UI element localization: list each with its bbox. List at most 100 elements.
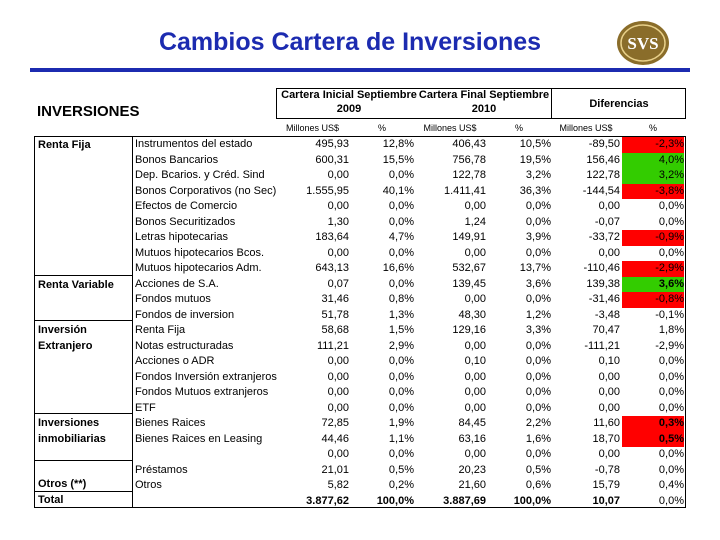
pct-2009: 40,1%: [382, 184, 414, 197]
table-row: Acciones de S.A. 0,07 0,0% 139,45 3,6% 139,38…: [0, 276, 720, 292]
pct-2009: 1,1%: [388, 432, 414, 445]
diff-value: -0,07: [594, 215, 620, 228]
pct-2009: 1,5%: [388, 324, 414, 336]
subheader-mm2: Millones US$: [423, 123, 477, 133]
diff-value: 15,79: [592, 479, 620, 491]
value-2010: 532,67: [452, 262, 486, 274]
value-2010: 0,00: [464, 339, 486, 352]
pct-2009: 0,0%: [388, 386, 414, 398]
diff-value: -31,46: [588, 293, 620, 305]
table-row: 0,00 0,0% 0,00 0,0% 0,00 0,0%: [0, 447, 720, 463]
value-2010: 0,00: [464, 246, 486, 259]
value-2009: 44,46: [321, 432, 349, 445]
table-row: 3.877,62 100,0% 3.887,69 100,0% 10,07 0,0%: [0, 494, 720, 510]
row-description: Bonos Securitizados: [135, 215, 236, 228]
diff-pct: 3,6%: [622, 276, 684, 292]
subheader-pct3: %: [648, 123, 657, 133]
table-row: Fondos de inversion 51,78 1,3% 48,30 1,2% -3,…: [0, 308, 720, 324]
pct-2009: 0,0%: [388, 215, 414, 228]
header-col3-label: Diferencias: [589, 98, 649, 110]
category-total: Total: [38, 494, 64, 506]
pct-2010: 0,0%: [525, 200, 551, 212]
separator-inmobiliarias: [34, 460, 133, 461]
pct-2010: 0,0%: [525, 355, 551, 367]
category-inversion-extranjero: Inversión Extranjero: [38, 324, 93, 352]
pct-2010: 0,0%: [525, 386, 551, 398]
pct-2009: 0,0%: [388, 448, 414, 460]
row-description: Bienes Raices en Leasing: [135, 432, 263, 445]
diff-pct: 0,0%: [658, 370, 684, 383]
diff-value: -0,78: [594, 463, 620, 476]
subheader-pct1: %: [377, 123, 386, 133]
pct-2009: 2,9%: [388, 339, 414, 352]
diff-pct: 0,0%: [658, 246, 684, 259]
pct-2009: 0,0%: [388, 355, 414, 367]
value-2009: 0,00: [327, 246, 349, 259]
value-2010: 149,91: [452, 231, 486, 243]
table-row: Notas estructuradas 111,21 2,9% 0,00 0,0% -11…: [0, 339, 720, 355]
table-row: Efectos de Comercio 0,00 0,0% 0,00 0,0% 0,00 0…: [0, 199, 720, 215]
value-2010: 139,45: [452, 277, 486, 290]
table-row: Acciones o ADR 0,00 0,0% 0,10 0,0% 0,10 0,0%: [0, 354, 720, 370]
diff-value: -33,72: [588, 231, 620, 243]
category-renta-fija: Renta Fija: [38, 139, 91, 151]
value-2009: 111,21: [316, 339, 349, 352]
diff-value: 70,47: [592, 324, 620, 336]
diff-pct: 4,0%: [622, 152, 684, 168]
value-2010: 0,00: [464, 448, 486, 460]
diff-pct: 0,0%: [658, 355, 684, 367]
row-description: Efectos de Comercio: [135, 200, 238, 212]
value-2010: 0,00: [464, 200, 486, 212]
diff-value: 10,07: [592, 494, 620, 507]
row-description: Bonos Corporativos (no Sec): [135, 184, 277, 197]
row-description: Acciones o ADR: [135, 355, 215, 367]
value-2010: 0,00: [464, 293, 486, 305]
table-row: Letras hipotecarias 183,64 4,7% 149,91 3,9% -…: [0, 230, 720, 246]
table-row: Renta Fija 58,68 1,5% 129,16 3,3% 70,47 1,8%: [0, 323, 720, 339]
diff-pct: 0,0%: [658, 494, 684, 507]
value-2010: 122,78: [452, 169, 486, 181]
table-row: Otros 5,82 0,2% 21,60 0,6% 15,79 0,4%: [0, 478, 720, 494]
diff-value: 156,46: [586, 153, 620, 166]
pct-2009: 0,0%: [388, 401, 414, 414]
value-2010: 1,24: [464, 215, 486, 228]
value-2010: 1.411,41: [443, 184, 486, 197]
value-2009: 643,13: [315, 262, 349, 274]
diff-value: -111,21: [584, 339, 620, 352]
pct-2009: 15,5%: [382, 153, 414, 166]
table-row: Bienes Raices en Leasing 44,46 1,1% 63,16 1,…: [0, 431, 720, 447]
diff-value: 18,70: [592, 432, 620, 445]
pct-2009: 0,0%: [388, 200, 414, 212]
diff-pct: 0,0%: [658, 448, 684, 460]
title-underline: [30, 68, 690, 72]
value-2010: 0,00: [464, 401, 486, 414]
pct-2010: 0,6%: [525, 479, 551, 491]
diff-pct: -0,1%: [655, 308, 684, 321]
row-description: Mutuos hipotecarios Bcos.: [135, 246, 265, 259]
pct-2010: 0,0%: [525, 370, 551, 383]
row-description: Instrumentos del estado: [135, 138, 253, 150]
subheader-mm1: Millones US$: [285, 123, 340, 133]
pct-2010: 0,0%: [525, 401, 551, 414]
diff-value: 0,00: [598, 246, 620, 259]
value-2010: 0,00: [464, 386, 486, 398]
table-row: Instrumentos del estado 495,93 12,8% 406,43…: [0, 137, 720, 153]
value-2009: 600,31: [315, 153, 349, 166]
diff-value: -144,54: [582, 184, 620, 197]
pct-2009: 0,8%: [388, 293, 414, 305]
pct-2010: 3,9%: [525, 231, 551, 243]
pct-2009: 0,0%: [388, 169, 414, 181]
diff-pct: 0,5%: [622, 431, 684, 447]
header-col2-label: Cartera Final Septiembre: [418, 89, 550, 101]
logo-text: SVS: [627, 34, 658, 53]
diff-pct: 0,3%: [622, 416, 684, 432]
row-description: Fondos Mutuos extranjeros: [135, 386, 269, 398]
value-2010: 406,43: [452, 138, 486, 150]
pct-2010: 36,3%: [519, 184, 551, 197]
pct-2010: 3,3%: [525, 324, 551, 336]
diff-pct: -2,3%: [622, 137, 684, 153]
diff-pct: 1,8%: [658, 324, 684, 336]
value-2009: 0,00: [327, 200, 349, 212]
value-2010: 3.887,69: [443, 494, 486, 507]
row-description: Fondos mutuos: [135, 293, 211, 305]
